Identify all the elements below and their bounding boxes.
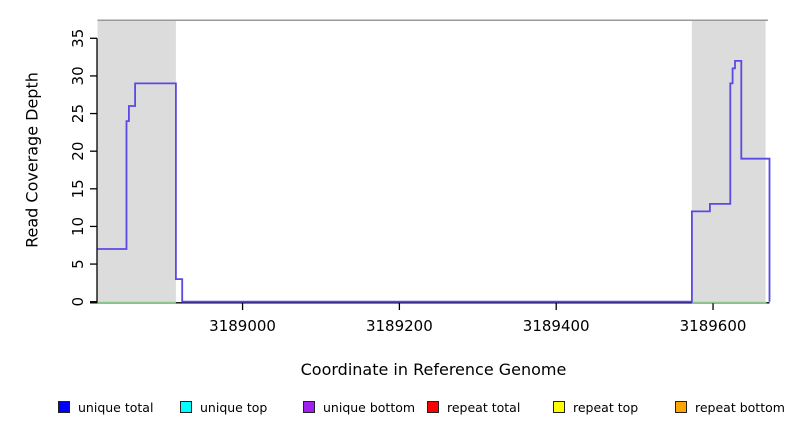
x-tick-label: 3189400	[523, 317, 590, 335]
legend-label: repeat bottom	[695, 399, 785, 415]
y-tick-label: 35	[69, 29, 87, 48]
legend-item-repeat-bottom: repeat bottom	[675, 398, 785, 416]
repeat-top-swatch-icon	[553, 401, 565, 413]
y-tick-label: 0	[69, 297, 87, 307]
unique-total-swatch-icon	[58, 401, 70, 413]
y-axis-title: Read Coverage Depth	[22, 72, 42, 248]
y-tick-label: 25	[69, 104, 87, 123]
y-tick-label: 5	[69, 259, 87, 269]
y-tick-label: 20	[69, 142, 87, 161]
unique-top-swatch-icon	[180, 401, 192, 413]
legend-label: unique top	[200, 399, 268, 415]
x-tick-label: 3189200	[366, 317, 433, 335]
y-tick-label: 10	[69, 217, 87, 236]
plot-area: 0 5 10 15 20 25 30 35 3189000 3189200 3189400 31896…	[69, 19, 771, 335]
repeat-total-swatch-icon	[427, 401, 439, 413]
x-tick-label: 3189000	[209, 317, 276, 335]
legend-item-repeat-top: repeat top	[553, 398, 638, 416]
coverage-line	[97, 60, 771, 303]
x-tick-label: 3189600	[680, 317, 747, 335]
legend-label: repeat top	[573, 399, 639, 415]
y-tick-label: 30	[69, 66, 87, 85]
legend-item-repeat-total: repeat total	[427, 398, 520, 416]
repeat-bottom-swatch-icon	[675, 401, 687, 413]
y-tick-label: 15	[69, 179, 87, 198]
shaded-region	[691, 20, 766, 303]
legend-item-unique-top: unique top	[180, 398, 267, 416]
unique-bottom-swatch-icon	[303, 401, 315, 413]
legend-label: unique total	[78, 399, 154, 415]
legend-item-unique-total: unique total	[58, 398, 153, 416]
legend-label: unique bottom	[323, 399, 416, 415]
x-axis-title: Coordinate in Reference Genome	[300, 360, 567, 379]
legend-item-unique-bottom: unique bottom	[303, 398, 415, 416]
shaded-region	[97, 20, 176, 303]
legend-label: repeat total	[447, 399, 521, 415]
legend: unique total unique top unique bottom repea…	[0, 398, 792, 420]
